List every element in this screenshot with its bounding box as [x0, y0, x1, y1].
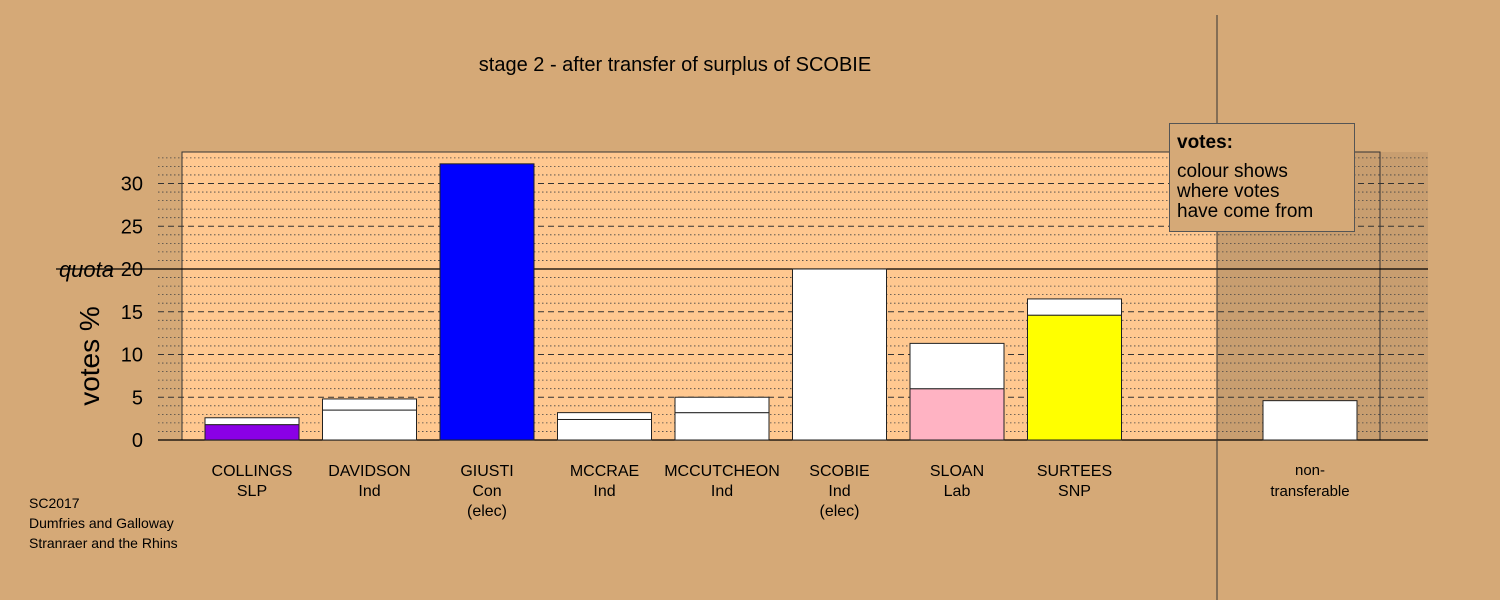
candidate-party: SNP: [1058, 483, 1091, 500]
bar-segment-sloan-1: [909, 342, 1005, 390]
legend-line-3: have come from: [1177, 201, 1314, 222]
bar-segment-davidson-1: [322, 398, 417, 411]
nontransferable-label-1: non-: [1295, 462, 1325, 479]
legend-title: votes:: [1177, 132, 1233, 153]
bar-segment-giusti-0: [439, 163, 535, 441]
bar-segment-mccutcheon-1: [674, 396, 770, 414]
legend-line-2: where votes: [1177, 181, 1280, 202]
candidate-party: Con: [472, 483, 501, 500]
footer-ward: Stranraer and the Rhins: [29, 535, 178, 551]
legend-box: votes: colour shows where votes have com…: [1169, 123, 1355, 232]
candidate-name: GIUSTI: [460, 463, 513, 480]
candidate-party: SLP: [237, 483, 267, 500]
nontransferable-label-2: transferable: [1270, 483, 1349, 500]
y-tick-label: 0: [132, 430, 143, 452]
bar-segment-scobie-0: [792, 268, 887, 441]
bar-segment-mccrae-1: [557, 412, 652, 420]
bar-segment-collings-1: [204, 417, 300, 426]
bar-segment-davidson-0: [322, 409, 417, 441]
candidate-elected: (elec): [467, 503, 507, 520]
y-tick-label: 30: [121, 174, 143, 196]
chart-title: stage 2 - after transfer of surplus of S…: [479, 54, 871, 76]
bar-segment-mccrae-0: [557, 418, 652, 441]
candidate-party: Lab: [944, 483, 971, 500]
candidate-party: Ind: [593, 483, 615, 500]
y-tick-label: 25: [121, 216, 143, 238]
y-axis-label: votes %: [74, 306, 105, 406]
legend-line-1: colour shows: [1177, 161, 1288, 182]
y-tick-label: 15: [121, 302, 143, 324]
bar-segment-surtees-1: [1027, 298, 1122, 316]
y-tick-label: 20: [121, 259, 143, 281]
bar-nontransferable: [1262, 400, 1358, 441]
bar-segment-surtees-0: [1027, 314, 1122, 441]
candidate-name: MCCRAE: [570, 463, 639, 480]
candidate-party: Ind: [358, 483, 380, 500]
y-tick-label: 10: [121, 345, 143, 367]
candidate-name: SURTEES: [1037, 463, 1112, 480]
footer-caption: SC2017 Dumfries and Galloway Stranraer a…: [29, 493, 178, 553]
candidate-party: Ind: [711, 483, 733, 500]
candidate-name: SCOBIE: [809, 463, 869, 480]
y-tick-label: 5: [132, 387, 143, 409]
candidate-party: Ind: [828, 483, 850, 500]
bar-segment-collings-0: [204, 424, 300, 441]
footer-election: SC2017: [29, 495, 80, 511]
bar-segment-sloan-0: [909, 388, 1005, 441]
candidate-elected: (elec): [819, 503, 859, 520]
candidate-name: MCCUTCHEON: [664, 463, 780, 480]
quota-label: quota: [59, 257, 114, 282]
candidate-name: DAVIDSON: [328, 463, 410, 480]
candidate-name: SLOAN: [930, 463, 984, 480]
candidate-name: COLLINGS: [212, 463, 293, 480]
footer-council: Dumfries and Galloway: [29, 515, 174, 531]
bar-segment-mccutcheon-0: [674, 412, 770, 441]
